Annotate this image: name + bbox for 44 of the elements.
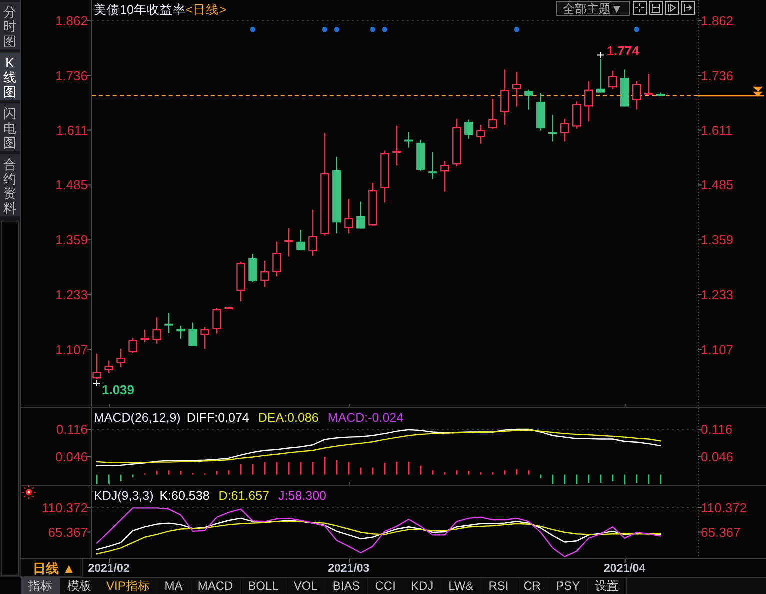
y-tick-label: 1.862: [55, 13, 88, 28]
button: 全部主题▼: [556, 1, 630, 16]
y2-tick-label: 1.611: [701, 122, 733, 138]
y-tick-label: 110.372: [42, 500, 88, 516]
text: J:58.300: [278, 489, 326, 503]
annotation: 1.039: [102, 382, 135, 398]
y2-tick-label: 0.116: [701, 422, 733, 437]
y-tick-label: 1.611: [56, 122, 88, 138]
y-tick-label: 1.485: [55, 178, 88, 193]
y-tick-label: 1.233: [55, 288, 88, 303]
header: MACD(26,12,9) DIFF:0.074 DEA:0.086 MACD:-0.024: [94, 411, 404, 425]
tab: 合约资料: [0, 154, 20, 217]
extreme-note: 1.039: [93, 380, 135, 398]
x-tick-label: 2021/02: [88, 563, 130, 575]
y2-tick-label: 65.367: [701, 524, 741, 540]
y2-tick-label: 1.233: [701, 288, 734, 303]
annotation: 1.774: [606, 43, 640, 58]
y2-tick-label: 1.359: [701, 232, 734, 248]
tab: 设置: [588, 578, 628, 594]
x-tick-label: 2021/03: [328, 563, 370, 575]
y-tick-label: 1.736: [55, 68, 88, 84]
chart-title: KDJ(9,3,3): [94, 489, 154, 503]
text: D:61.657: [218, 489, 270, 503]
x-tick-label: 2021/04: [604, 563, 646, 575]
text: K:60.538: [160, 489, 210, 503]
y-tick-label: 0.116: [56, 422, 88, 437]
y2-tick-label: 1.107: [701, 342, 734, 358]
tab: 分时图: [0, 2, 20, 50]
y-tick-label: 65.367: [48, 524, 88, 540]
tab: K线图: [0, 52, 20, 101]
y2-tick-label: 1.736: [701, 68, 734, 84]
period-selector: 日线 ▲: [20, 558, 83, 577]
y-tick-label: 1.359: [55, 232, 88, 248]
y2-tick-label: 1.862: [701, 13, 734, 28]
header: 美债10年收益率<日线>: [94, 3, 227, 17]
extreme-note: 1.774: [596, 43, 640, 59]
y2-tick-label: 110.372: [701, 500, 748, 516]
tab: 指标: [21, 578, 61, 594]
y2-tick-label: 1.485: [701, 178, 734, 193]
y2-tick-label: 0.046: [701, 449, 734, 464]
y-tick-label: 1.107: [55, 342, 88, 358]
y-tick-label: 0.046: [55, 449, 88, 464]
tab: 闪电图: [0, 104, 20, 152]
annotation: 全部主题▼: [563, 2, 623, 16]
